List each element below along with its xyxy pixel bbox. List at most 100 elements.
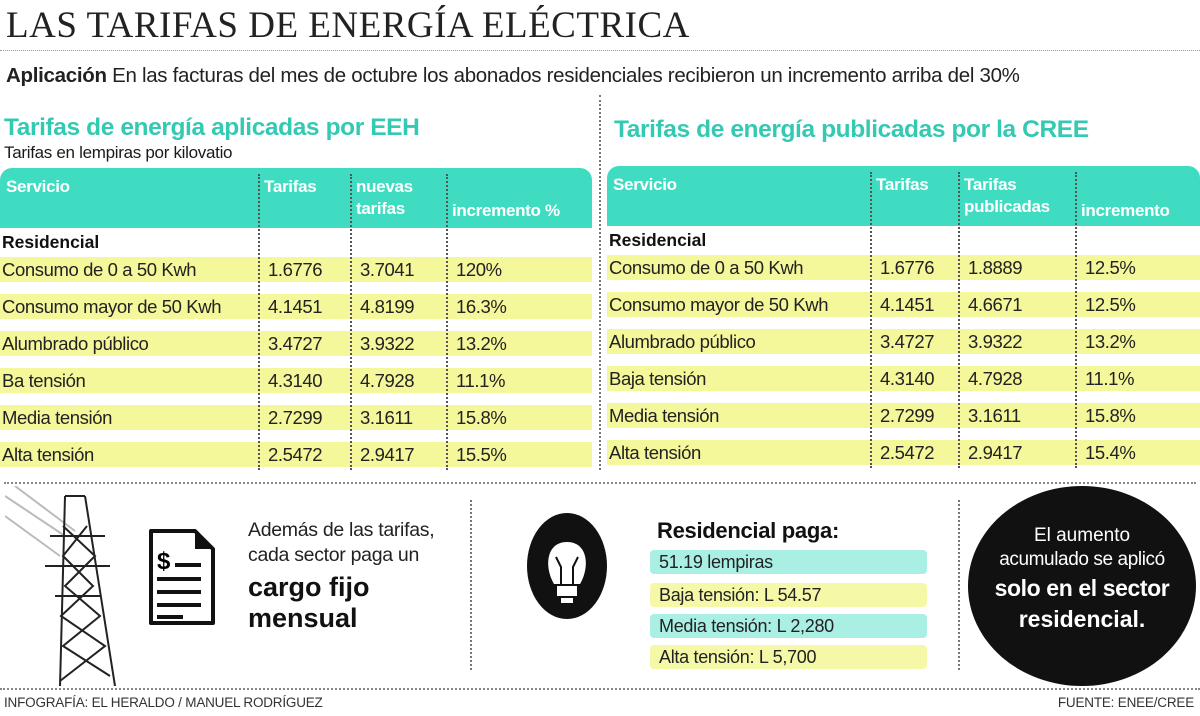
service-name: Consumo de 0 a 50 Kwh xyxy=(2,259,197,280)
cree-tariff-table: Servicio Tarifas Tarifas publicadas increme… xyxy=(607,166,1200,468)
column-header: Servicio xyxy=(613,175,677,194)
increase-value: 15.5% xyxy=(456,444,507,465)
note-line: cada sector paga un xyxy=(248,544,420,566)
residencial-paga-title: Residencial paga: xyxy=(657,518,839,543)
column-header: nuevas tarifas xyxy=(356,177,413,218)
power-tower-icon xyxy=(5,486,116,686)
table-row: Alumbrado público 3.4727 3.9322 13.2% xyxy=(0,331,592,356)
new-tariff-value: 3.9322 xyxy=(968,331,1023,352)
service-name: Alta tensión xyxy=(609,442,701,463)
increase-value: 15.4% xyxy=(1085,442,1136,463)
column-divider xyxy=(258,174,260,470)
circle-line: acumulado se aplicó xyxy=(999,549,1165,570)
table-row: Media tensión 2.7299 3.1611 15.8% xyxy=(0,405,592,430)
eeh-subtitle: Tarifas en lempiras por kilovatio xyxy=(4,143,233,162)
lightbulb-icon xyxy=(527,513,607,619)
fixed-charge-item: 51.19 lempiras xyxy=(650,550,927,574)
cree-title: Tarifas de energía publicadas por la CRE… xyxy=(614,116,1089,143)
new-tariff-value: 3.1611 xyxy=(968,405,1021,426)
column-header: Servicio xyxy=(6,177,70,196)
table-row: Alumbrado público 3.4727 3.9322 13.2% xyxy=(607,329,1200,354)
new-tariff-value: 4.7928 xyxy=(968,368,1023,389)
table-row: Alta tensión 2.5472 2.9417 15.4% xyxy=(607,440,1200,465)
service-name: Media tensión xyxy=(609,405,719,426)
increase-value: 15.8% xyxy=(1085,405,1136,426)
column-divider xyxy=(1075,172,1077,468)
table-row: Ba tensión 4.3140 4.7928 11.1% xyxy=(0,368,592,393)
new-tariff-value: 3.9322 xyxy=(360,333,415,354)
tariff-value: 4.3140 xyxy=(268,370,323,391)
page-title: LAS TARIFAS DE ENERGÍA ELÉCTRICA xyxy=(6,5,690,46)
column-divider xyxy=(446,174,448,470)
tariff-value: 3.4727 xyxy=(268,333,323,354)
service-name: Media tensión xyxy=(2,407,112,428)
lead-label: Aplicación xyxy=(6,64,107,87)
increase-value: 13.2% xyxy=(1085,331,1136,352)
tariff-value: 2.5472 xyxy=(880,442,935,463)
footer-credit: INFOGRAFÍA: EL HERALDO / MANUEL RODRÍGUE… xyxy=(4,695,323,710)
note-line: Además de las tarifas, xyxy=(248,519,435,541)
increase-value: 11.1% xyxy=(456,370,506,391)
column-divider xyxy=(870,172,872,468)
table-header: Servicio Tarifas Tarifas publicadas increme… xyxy=(607,166,1200,226)
service-name: Consumo mayor de 50 Kwh xyxy=(2,296,222,317)
cargo-fijo-note: Además de las tarifas, cada sector paga … xyxy=(248,518,435,634)
new-tariff-value: 4.6671 xyxy=(968,294,1023,315)
column-divider xyxy=(958,500,960,670)
tariff-value: 4.3140 xyxy=(880,368,935,389)
service-name: Consumo de 0 a 50 Kwh xyxy=(609,257,804,278)
new-tariff-value: 3.1611 xyxy=(360,407,413,428)
lead-body: En las facturas del mes de octubre los a… xyxy=(106,64,1020,87)
service-name: Alta tensión xyxy=(2,444,94,465)
lead-text: Aplicación En las facturas del mes de oc… xyxy=(6,64,1020,88)
column-divider xyxy=(350,174,352,470)
column-divider xyxy=(958,172,960,468)
service-name: Alumbrado público xyxy=(609,331,756,352)
service-name: Consumo mayor de 50 Kwh xyxy=(609,294,829,315)
new-tariff-value: 3.7041 xyxy=(360,259,415,280)
column-header: incremento % xyxy=(452,201,560,220)
table-row: Baja tensión 4.3140 4.7928 11.1% xyxy=(607,366,1200,391)
new-tariff-value: 2.9417 xyxy=(360,444,415,465)
eeh-tariff-table: Servicio Tarifas nuevas tarifas incremento … xyxy=(0,168,592,470)
fixed-charge-item: Alta tensión: L 5,700 xyxy=(650,645,927,669)
increase-value: 15.8% xyxy=(456,407,507,428)
tariff-value: 1.6776 xyxy=(268,259,323,280)
footer-divider xyxy=(0,688,1200,690)
note-bold: cargo fijo xyxy=(248,572,370,602)
fixed-charge-item: Baja tensión: L 54.57 xyxy=(650,583,927,607)
column-header: Tarifas publicadas xyxy=(964,175,1050,216)
tariff-value: 4.1451 xyxy=(880,294,935,315)
increase-value: 120% xyxy=(456,259,502,280)
increase-value: 12.5% xyxy=(1085,294,1136,315)
service-name: Ba tensión xyxy=(2,370,86,391)
tariff-value: 2.7299 xyxy=(880,405,935,426)
column-divider xyxy=(599,95,601,470)
circle-bold: residencial. xyxy=(1018,606,1146,632)
increase-value: 16.3% xyxy=(456,296,507,317)
tariff-value: 2.7299 xyxy=(268,407,323,428)
table-row: Consumo mayor de 50 Kwh 4.1451 4.6671 12.5% xyxy=(607,292,1200,317)
circle-line: El aumento xyxy=(1033,525,1131,546)
section-divider xyxy=(4,482,1196,484)
increase-value: 13.2% xyxy=(456,333,507,354)
column-header: Tarifas xyxy=(264,177,317,196)
tariff-value: 4.1451 xyxy=(268,296,323,317)
tariff-value: 1.6776 xyxy=(880,257,935,278)
footer-source: FUENTE: ENEE/CREE xyxy=(1057,695,1194,710)
table-row: Consumo de 0 a 50 Kwh 1.6776 3.7041 120% xyxy=(0,257,592,282)
table-header: Servicio Tarifas nuevas tarifas incremento … xyxy=(0,168,592,228)
invoice-dollar-icon: $ xyxy=(149,529,215,625)
circle-bold: solo en el sector xyxy=(994,575,1170,601)
group-label: Residencial xyxy=(609,230,707,250)
residential-note-circle: El aumento acumulado se aplicó solo en e… xyxy=(968,486,1196,686)
increase-value: 11.1% xyxy=(1085,368,1135,389)
service-name: Baja tensión xyxy=(609,368,707,389)
column-header: Tarifas xyxy=(876,175,929,194)
table-row: Media tensión 2.7299 3.1611 15.8% xyxy=(607,403,1200,428)
column-header: incremento xyxy=(1081,201,1170,220)
title-divider xyxy=(0,50,1200,51)
increase-value: 12.5% xyxy=(1085,257,1136,278)
fixed-charge-item: Media tensión: L 2,280 xyxy=(650,614,927,638)
new-tariff-value: 1.8889 xyxy=(968,257,1023,278)
